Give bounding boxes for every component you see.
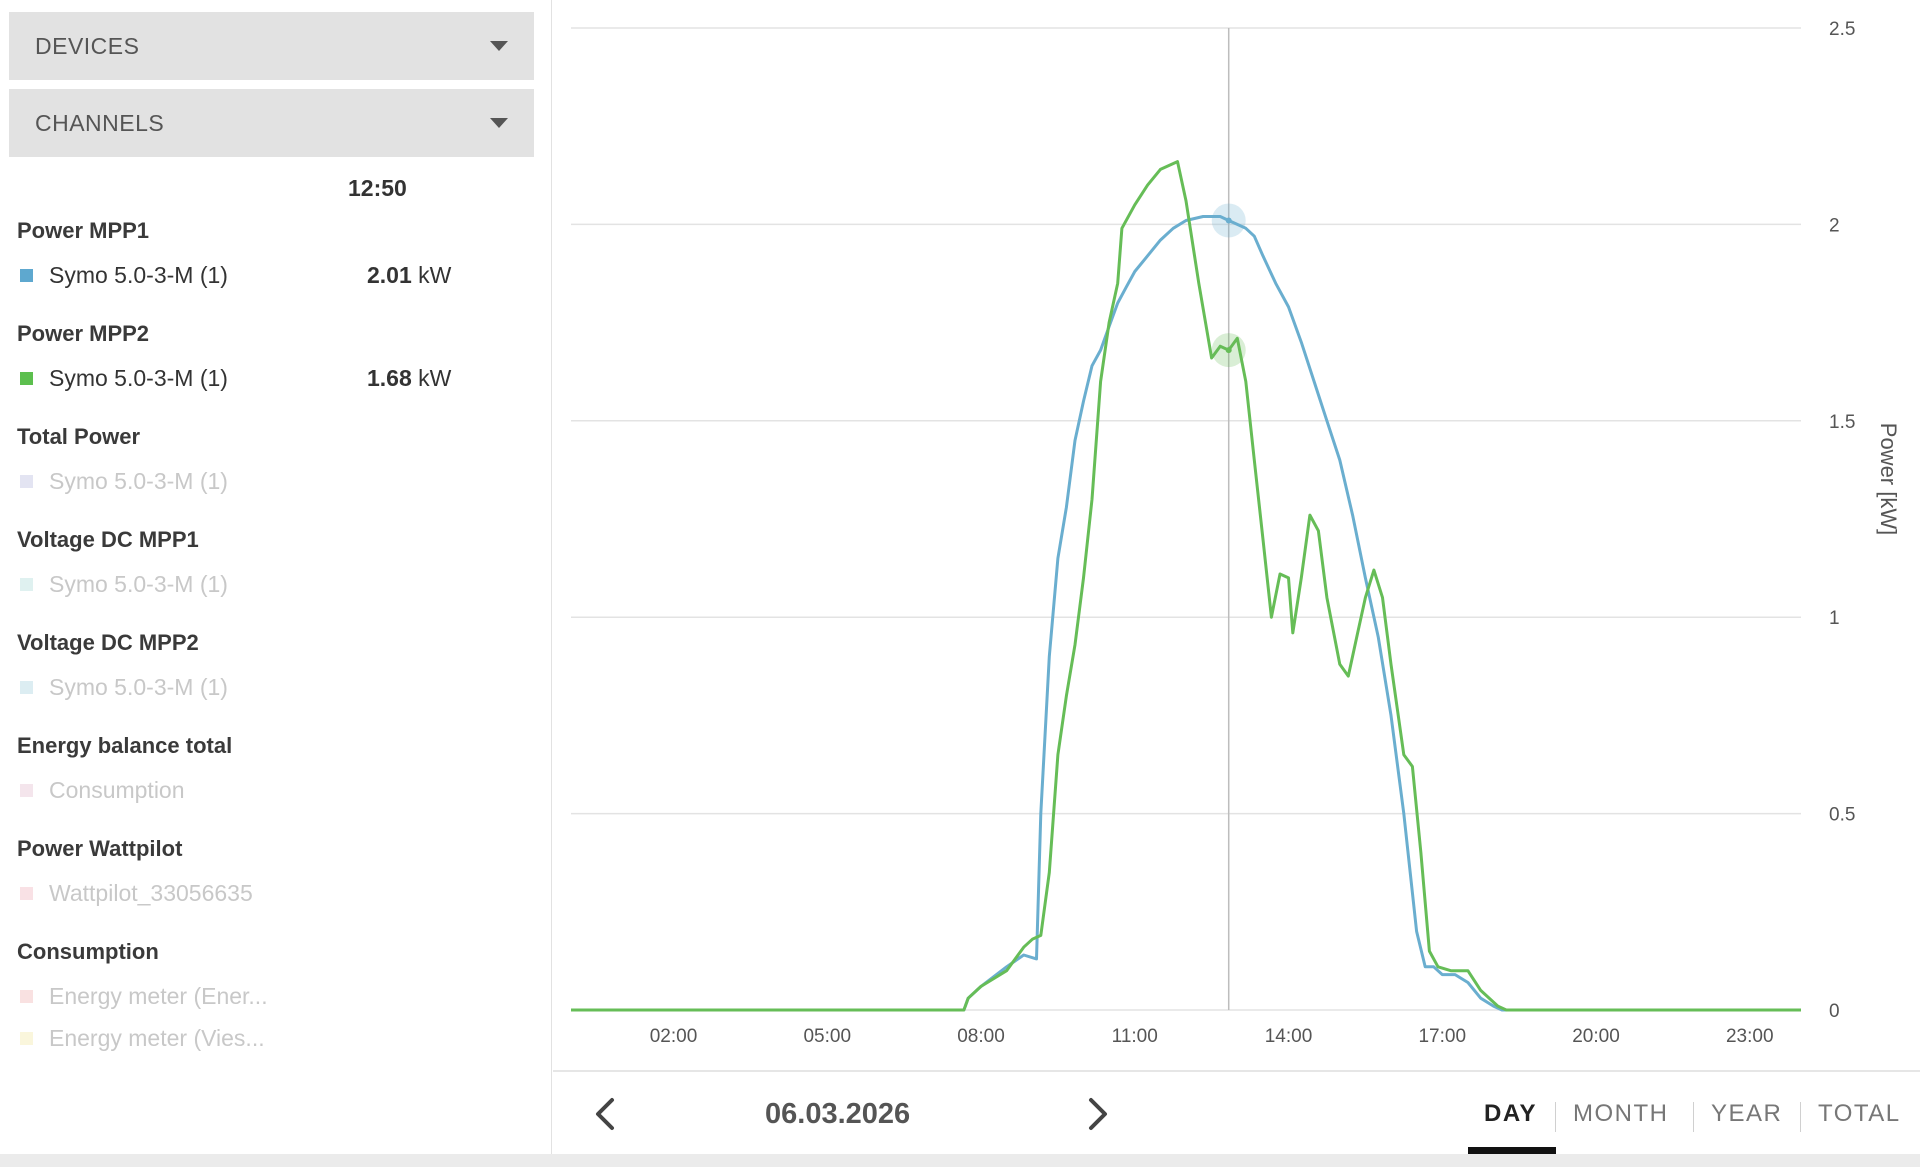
channel-value: 2.01 kW <box>367 262 451 289</box>
group-title: Power Wattpilot <box>17 836 183 861</box>
y-axis-label: Power [kW] <box>1876 423 1901 535</box>
y-tick-label: 1.5 <box>1829 412 1855 433</box>
channel-panel: DEVICES CHANNELS 12:50 Power MPP1 Symo 5… <box>0 0 552 1167</box>
y-tick-label: 1 <box>1829 608 1840 629</box>
y-tick-label: 0.5 <box>1829 805 1855 826</box>
channel-group-power-mpp1: Power MPP1 Symo 5.0-3-M (1) 2.01 kW <box>17 216 537 292</box>
channel-group-consumption: Consumption Energy meter (Ener... Energy… <box>17 937 537 1055</box>
group-title: Power MPP1 <box>17 218 150 243</box>
bottom-scroll-strip <box>0 1154 1920 1167</box>
tab-separator <box>1555 1102 1556 1132</box>
series-line-2 <box>571 160 1801 1012</box>
channel-group-voltage-dc-mpp2: Voltage DC MPP2 Symo 5.0-3-M (1) <box>17 628 537 704</box>
channel-name: Wattpilot_33056635 <box>49 879 253 906</box>
channel-value-number: 1.68 <box>367 364 412 391</box>
group-title: Power MPP2 <box>17 321 150 346</box>
x-tick-label: 08:00 <box>957 1026 1005 1047</box>
channel-value: 1.68 kW <box>367 365 451 392</box>
chart-canvas[interactable]: 0 0.5 1 1.5 2 2.5 02:00 05:00 08:00 11:00 14:00 17:… <box>553 0 1920 1070</box>
series-swatch <box>20 886 33 900</box>
chevron-down-icon <box>490 118 508 128</box>
channel-name: Energy meter (Vies... <box>49 1024 265 1051</box>
devices-dropdown-label: DEVICES <box>35 32 140 59</box>
channels-dropdown-label: CHANNELS <box>35 109 165 136</box>
devices-dropdown[interactable]: DEVICES <box>9 12 534 80</box>
channel-item[interactable]: Symo 5.0-3-M (1) <box>17 464 537 498</box>
group-title: Total Power <box>17 424 141 449</box>
channel-item[interactable]: Symo 5.0-3-M (1) <box>17 567 537 601</box>
channel-item[interactable]: Energy meter (Ener... <box>17 979 537 1013</box>
tab-separator <box>1693 1102 1694 1132</box>
series-swatch <box>20 474 33 488</box>
channel-item[interactable]: Symo 5.0-3-M (1) 1.68 kW <box>17 361 537 395</box>
series-swatch <box>20 371 33 385</box>
period-navigation-bar: 06.03.2026 DAY MONTH YEAR TOTAL <box>553 1070 1920 1154</box>
series-line-1 <box>571 215 1801 1012</box>
channel-item[interactable]: Symo 5.0-3-M (1) 2.01 kW <box>17 258 537 292</box>
x-tick-label: 23:00 <box>1726 1026 1774 1047</box>
channel-name: Consumption <box>49 776 185 803</box>
tab-month[interactable]: MONTH <box>1573 1100 1669 1127</box>
channel-group-power-mpp2: Power MPP2 Symo 5.0-3-M (1) 1.68 kW <box>17 319 537 395</box>
y-tick-label: 2.5 <box>1829 19 1855 40</box>
channel-group-energy-balance: Energy balance total Consumption <box>17 731 537 807</box>
active-tab-indicator <box>1468 1147 1556 1154</box>
channel-item[interactable]: Wattpilot_33056635 <box>17 876 537 910</box>
channel-name: Symo 5.0-3-M (1) <box>49 570 228 597</box>
series-swatch <box>20 1031 33 1045</box>
series-swatch <box>20 680 33 694</box>
x-tick-label: 20:00 <box>1572 1026 1620 1047</box>
series-swatch <box>20 268 33 282</box>
channel-value-unit: kW <box>418 261 452 288</box>
group-title: Consumption <box>17 939 159 964</box>
y-tick-label: 0 <box>1829 1001 1840 1022</box>
channel-value-number: 2.01 <box>367 261 412 288</box>
channel-name: Symo 5.0-3-M (1) <box>49 261 228 288</box>
channel-name: Symo 5.0-3-M (1) <box>49 673 228 700</box>
x-tick-label: 14:00 <box>1265 1026 1313 1047</box>
channel-group-voltage-dc-mpp1: Voltage DC MPP1 Symo 5.0-3-M (1) <box>17 525 537 601</box>
tab-day[interactable]: DAY <box>1484 1100 1537 1127</box>
group-title: Voltage DC MPP2 <box>17 630 199 655</box>
channel-name: Symo 5.0-3-M (1) <box>49 364 228 391</box>
tab-year[interactable]: YEAR <box>1711 1100 1783 1127</box>
y-tick-label: 2 <box>1829 215 1840 236</box>
chevron-down-icon <box>490 41 508 51</box>
chevron-left-icon[interactable] <box>586 1094 626 1134</box>
group-title: Voltage DC MPP1 <box>17 527 199 552</box>
x-tick-label: 02:00 <box>650 1026 698 1047</box>
channel-group-total-power: Total Power Symo 5.0-3-M (1) <box>17 422 537 498</box>
cursor-marker-dot <box>1225 217 1232 224</box>
cursor-time-header: 12:50 <box>348 175 407 201</box>
channel-item[interactable]: Energy meter (Vies... <box>17 1021 537 1055</box>
power-chart[interactable]: 0 0.5 1 1.5 2 2.5 02:00 05:00 08:00 11:00 14:00 17:… <box>553 0 1920 1070</box>
x-tick-label: 11:00 <box>1112 1026 1158 1047</box>
channel-value-unit: kW <box>418 364 452 391</box>
cursor-marker-dot <box>1225 347 1232 354</box>
channel-name: Energy meter (Ener... <box>49 982 268 1009</box>
channel-name: Symo 5.0-3-M (1) <box>49 467 228 494</box>
x-tick-label: 17:00 <box>1418 1026 1466 1047</box>
tab-separator <box>1800 1102 1801 1132</box>
x-tick-label: 05:00 <box>803 1026 851 1047</box>
channels-dropdown[interactable]: CHANNELS <box>9 89 534 157</box>
series-swatch <box>20 783 33 797</box>
tab-total[interactable]: TOTAL <box>1818 1100 1901 1127</box>
channel-group-power-wattpilot: Power Wattpilot Wattpilot_33056635 <box>17 834 537 910</box>
channel-item[interactable]: Symo 5.0-3-M (1) <box>17 670 537 704</box>
series-swatch <box>20 989 33 1003</box>
group-title: Energy balance total <box>17 733 233 758</box>
channel-item[interactable]: Consumption <box>17 773 537 807</box>
chevron-right-icon[interactable] <box>1077 1094 1117 1134</box>
series-swatch <box>20 577 33 591</box>
date-label[interactable]: 06.03.2026 <box>765 1098 911 1130</box>
